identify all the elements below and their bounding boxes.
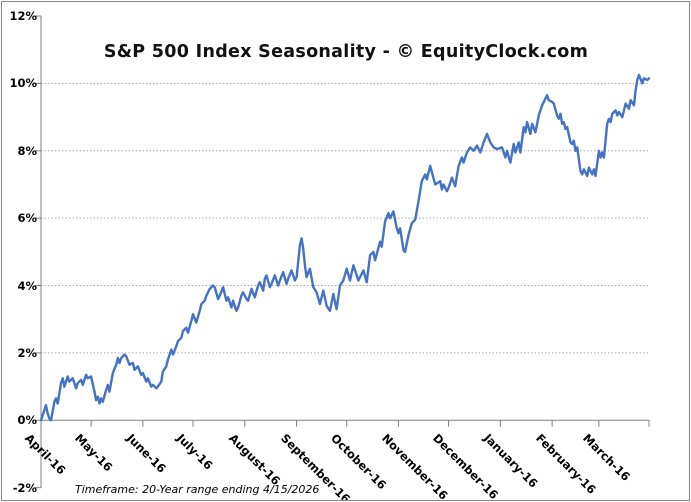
y-tick-label: 6%	[17, 211, 37, 226]
y-tick-label: 10%	[9, 76, 37, 91]
y-tick-label: 4%	[17, 278, 37, 293]
y-tick-label: 2%	[17, 345, 37, 360]
y-tick-label: 0%	[17, 413, 37, 428]
y-tick-label: -2%	[12, 480, 37, 495]
series-line	[39, 73, 651, 422]
chart-title: S&P 500 Index Seasonality - © EquityCloc…	[103, 42, 589, 62]
timeframe-footnote: Timeframe: 20-Year range ending 4/15/202…	[75, 483, 320, 496]
y-tick-label: 12%	[9, 9, 37, 24]
y-tick-label: 8%	[17, 143, 37, 158]
